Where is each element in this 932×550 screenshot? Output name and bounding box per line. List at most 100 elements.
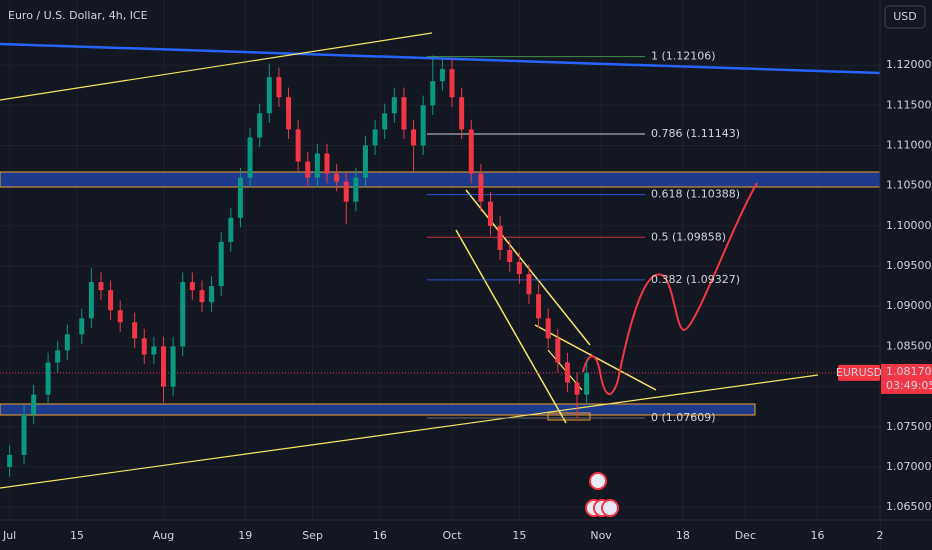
- y-tick-label: 1.07000: [886, 460, 932, 473]
- candle-body: [555, 338, 561, 363]
- candle-body: [79, 318, 85, 335]
- candle-body: [401, 97, 407, 130]
- candle-body: [237, 177, 243, 218]
- x-tick-label: Nov: [590, 529, 612, 542]
- fib-label: 0.382 (1.09327): [651, 273, 740, 286]
- fib-label: 1 (1.12106): [651, 50, 716, 63]
- candle-body: [468, 129, 474, 174]
- candle-body: [257, 113, 263, 138]
- candle-body: [305, 161, 311, 178]
- price-label: 1.08170: [886, 365, 932, 378]
- candle-body: [314, 153, 320, 178]
- fib-label: 0 (1.07609): [651, 411, 716, 424]
- support-zone: [0, 403, 756, 416]
- x-tick-label: 19: [238, 529, 252, 542]
- candle-body: [276, 77, 282, 98]
- candle-body: [209, 286, 215, 303]
- y-tick-label: 1.10500: [886, 179, 932, 192]
- candle-body: [98, 282, 104, 291]
- channel-line: [465, 189, 591, 346]
- symbol-tag: [838, 364, 880, 381]
- candle-body: [266, 77, 272, 114]
- candle-body: [564, 362, 570, 383]
- candle-body: [199, 290, 205, 303]
- candle-body: [141, 338, 147, 355]
- candle-body: [108, 290, 114, 311]
- candle-body: [545, 318, 551, 339]
- candle-body: [180, 282, 186, 347]
- candle-body: [151, 346, 157, 355]
- x-tick-label: Dec: [735, 529, 756, 542]
- x-tick-label: Aug: [153, 529, 174, 542]
- price-label-box: [881, 363, 932, 394]
- candle-body: [362, 145, 368, 178]
- y-tick-label: 1.09000: [886, 299, 932, 312]
- y-tick-label: 1.08500: [886, 339, 932, 352]
- candle-body: [507, 249, 513, 263]
- candle-body: [45, 362, 51, 395]
- candles: [7, 55, 590, 477]
- candle-body: [526, 274, 532, 295]
- candle-body: [449, 69, 455, 98]
- chart-title: Euro / U.S. Dollar, 4h, ICE: [8, 9, 148, 22]
- candle-body: [420, 105, 426, 146]
- candle-body: [64, 334, 70, 351]
- candle-body: [497, 225, 503, 250]
- trend-line: [0, 374, 819, 489]
- candle-body: [343, 181, 349, 202]
- x-tick-label: Oct: [443, 529, 463, 542]
- candle-body: [516, 262, 522, 275]
- fib-label: 0.5 (1.09858): [651, 230, 726, 243]
- candle-body: [228, 217, 234, 242]
- candle-body: [478, 173, 484, 202]
- y-tick-label: 1.11500: [886, 98, 932, 111]
- x-tick-label: 2: [877, 529, 884, 542]
- x-tick-label: 18: [676, 529, 690, 542]
- currency-label[interactable]: USD: [893, 10, 917, 23]
- candle-body: [382, 113, 388, 130]
- y-tick-label: 1.12000: [886, 58, 932, 71]
- candle-body: [353, 177, 359, 202]
- countdown-label: 03:49:05: [886, 379, 932, 392]
- x-tick-label: 15: [70, 529, 84, 542]
- x-tick-label: Sep: [302, 529, 323, 542]
- trend-line: [0, 32, 433, 101]
- x-tick-label: 15: [512, 529, 526, 542]
- resistance-zone: [0, 171, 881, 188]
- event-icon[interactable]: [589, 472, 607, 490]
- candle-body: [295, 129, 301, 162]
- candle-body: [286, 97, 292, 130]
- candle-body: [536, 294, 542, 319]
- fib-label: 0.786 (1.11143): [651, 127, 740, 140]
- candle-body: [7, 454, 13, 467]
- candle-body: [21, 414, 27, 455]
- candle-body: [324, 153, 330, 174]
- candle-body: [170, 346, 176, 387]
- x-tick-label: Jul: [2, 529, 16, 542]
- candle-body: [117, 310, 123, 323]
- fib-label: 0.618 (1.10388): [651, 188, 740, 201]
- candle-body: [334, 173, 340, 182]
- y-tick-label: 1.06500: [886, 500, 932, 513]
- event-icon[interactable]: [601, 499, 619, 517]
- candle-body: [160, 346, 166, 387]
- channel-line: [455, 229, 567, 424]
- currency-button[interactable]: [884, 5, 926, 29]
- candle-body: [88, 282, 94, 319]
- drawings: [0, 32, 881, 517]
- small-zone: [547, 412, 591, 421]
- candle-body: [189, 282, 195, 291]
- candle-body: [372, 129, 378, 146]
- y-tick-label: 1.09500: [886, 259, 932, 272]
- candle-body: [132, 322, 138, 339]
- y-tick-label: 1.07500: [886, 420, 932, 433]
- fibonacci: 1 (1.12106) 0.786 (1.11143) 0.618 (1.10388…: [0, 50, 880, 424]
- y-tick-label: 1.11000: [886, 138, 932, 151]
- candle-body: [574, 382, 580, 395]
- candle-body: [430, 81, 436, 106]
- candle-body: [584, 372, 590, 395]
